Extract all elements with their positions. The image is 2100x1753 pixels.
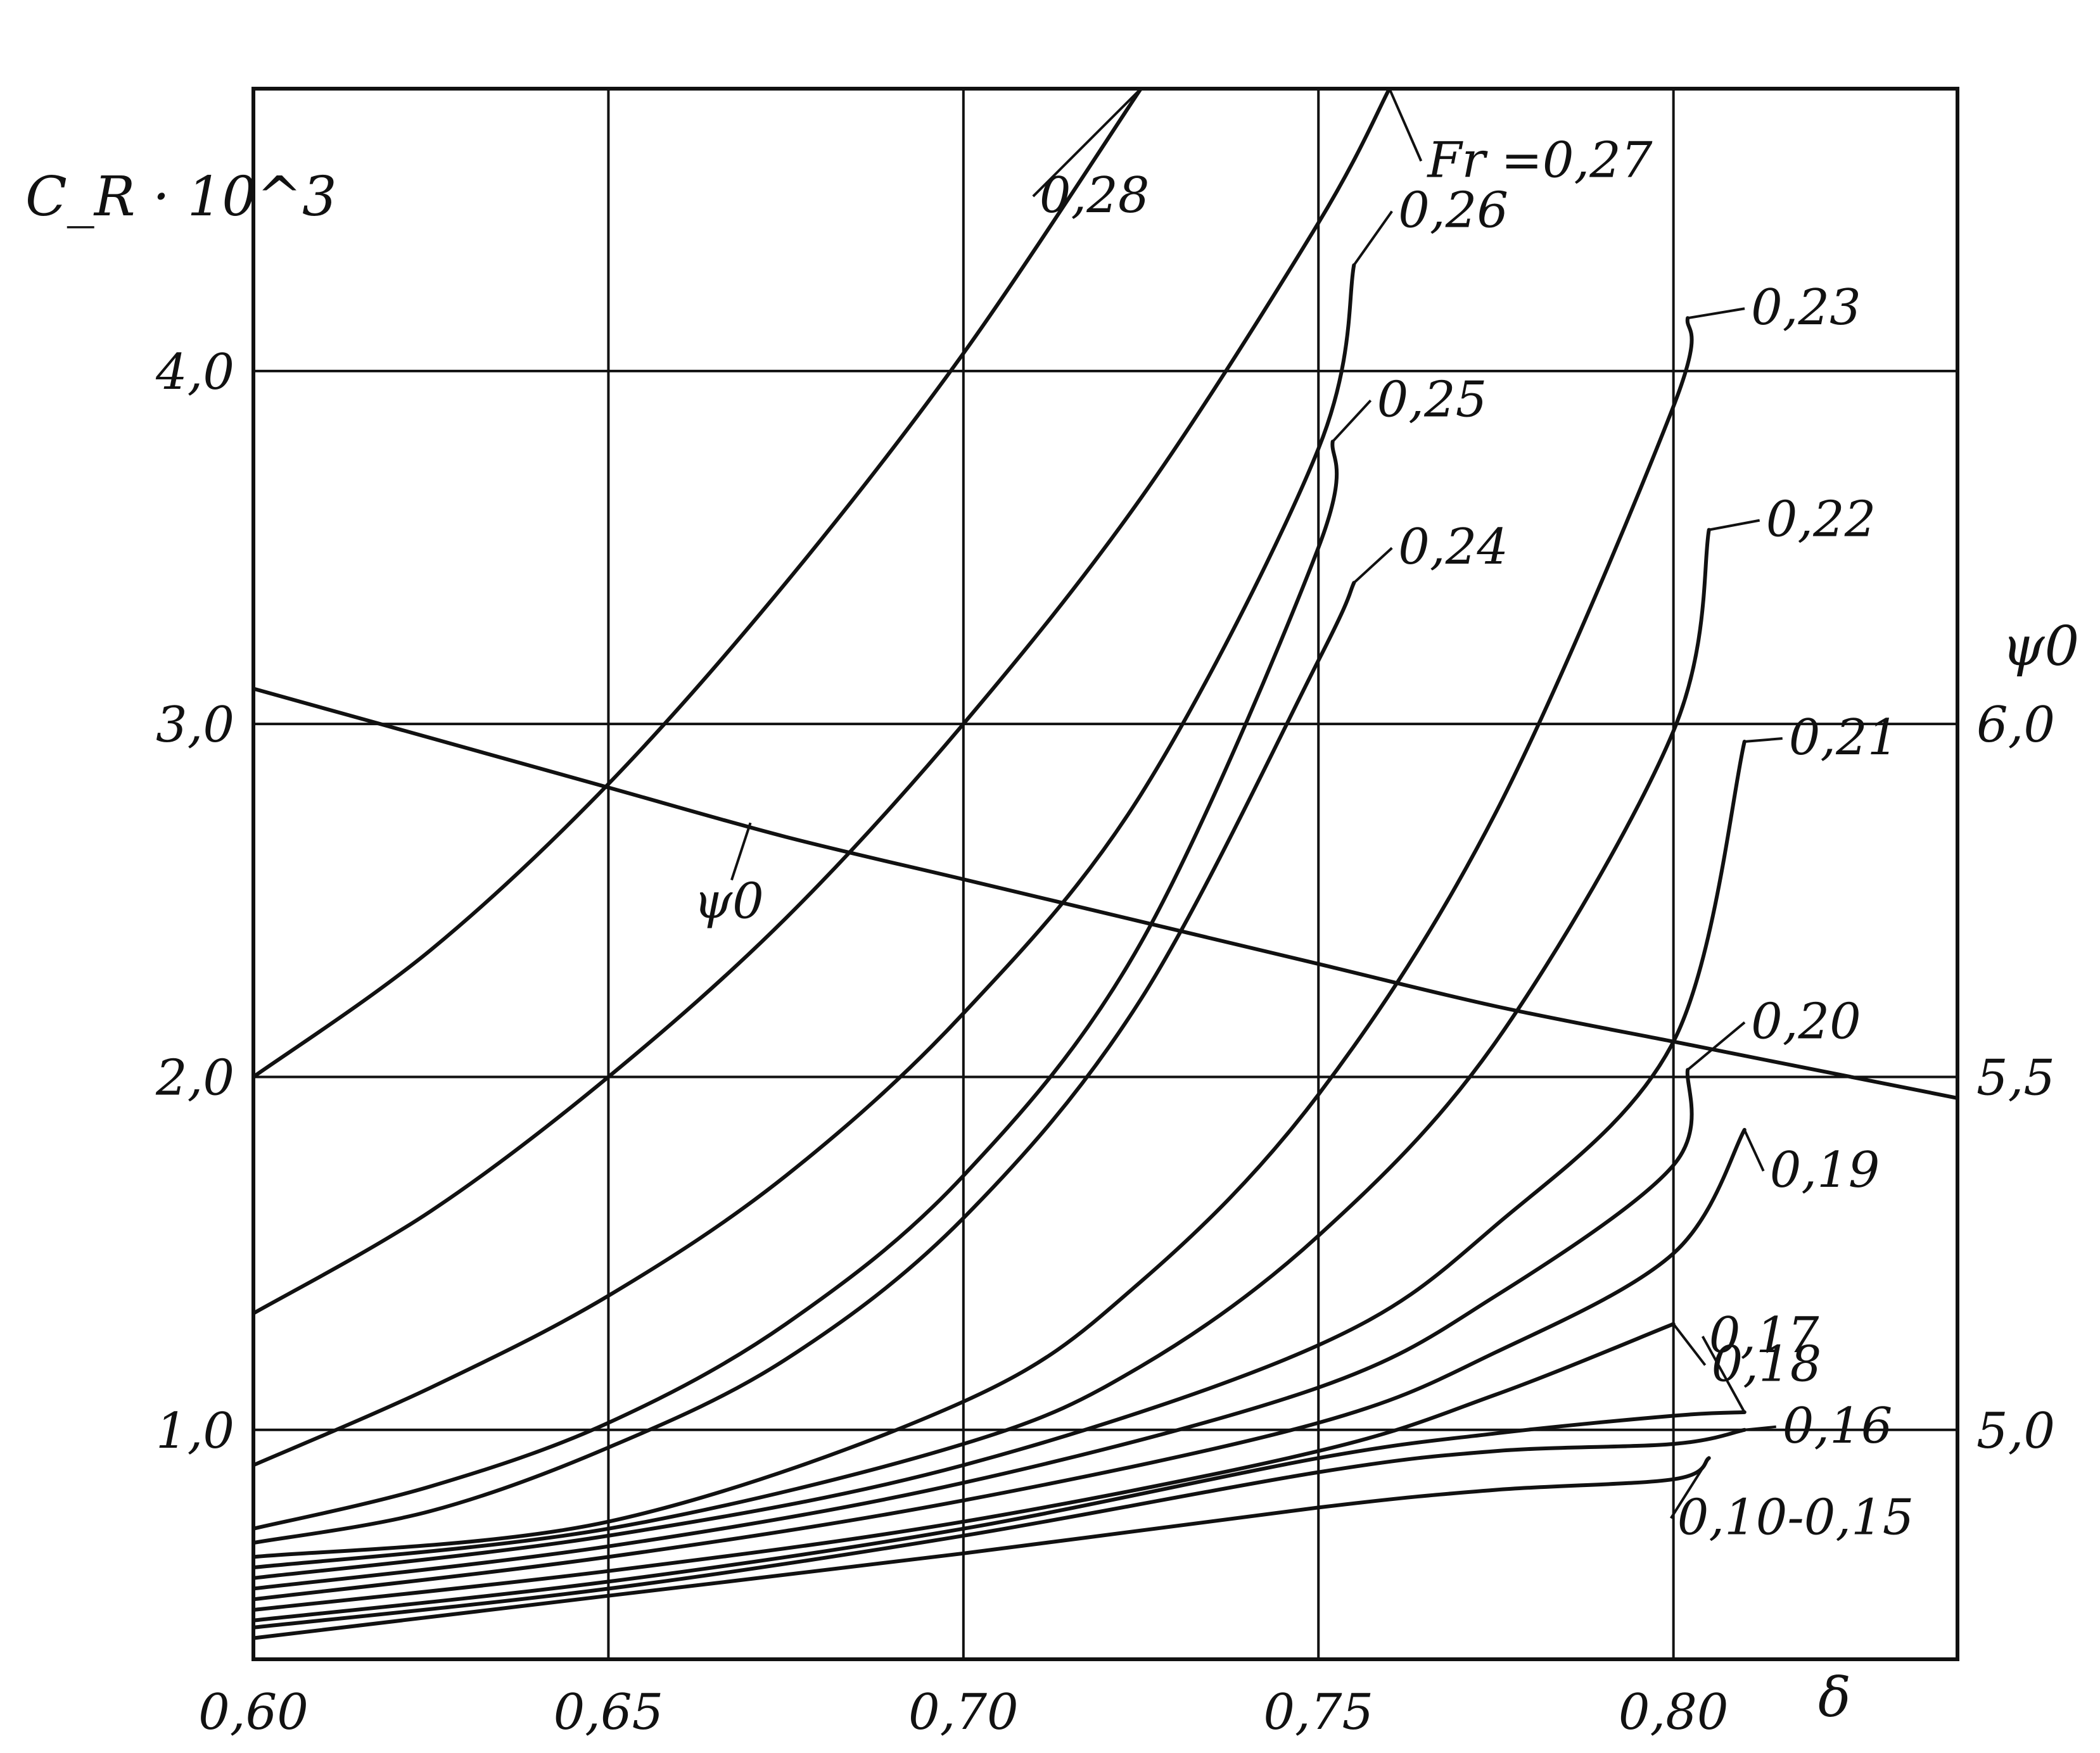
- series-label-1: Fr =0,27: [1426, 132, 1653, 189]
- series-label-8: 0,20: [1751, 993, 1861, 1050]
- series-line-13: [251, 1456, 1711, 1640]
- series-line-6: [251, 528, 1711, 1570]
- series-leader-7: [1744, 737, 1783, 744]
- series-leader-10: [1672, 1323, 1707, 1366]
- series-line-12: [251, 1427, 1747, 1630]
- series-line-1: [251, 87, 1392, 1315]
- series-line-0: [251, 87, 1143, 1079]
- series-label-9: 0,19: [1770, 1142, 1880, 1199]
- series-label-7: 0,21: [1789, 709, 1899, 766]
- y-tick-label: 2,0: [155, 1049, 234, 1106]
- series-label-12: 0,16: [1783, 1398, 1893, 1455]
- series-leader-9: [1743, 1129, 1765, 1172]
- series-leader-5: [1687, 307, 1745, 320]
- series-leader-4: [1352, 547, 1393, 584]
- y-tick-label: 4,0: [155, 344, 234, 401]
- tick-labels: 0,60 0,65 0,70 0,75 0,80 1,0 2,0 3,0 4,0 5,0 5,5 6,…: [155, 344, 2055, 1741]
- series-line-7: [251, 740, 1747, 1580]
- series-line-3: [251, 440, 1339, 1531]
- series-line-11: [251, 1410, 1747, 1623]
- series-line-4: [251, 581, 1356, 1545]
- series-leader-8: [1686, 1021, 1746, 1071]
- series-leader-0: [1032, 87, 1142, 198]
- series-label-0: 0,28: [1040, 167, 1150, 224]
- y2-tick-label: 6,0: [1976, 697, 2055, 754]
- series-line-5: [251, 316, 1694, 1559]
- x-axis-label: δ: [1818, 1666, 1851, 1730]
- series-line-10: [251, 1322, 1676, 1612]
- psi-leader: [730, 822, 752, 881]
- x-tick-label: 0,60: [198, 1684, 309, 1741]
- x-tick-label: 0,70: [908, 1684, 1019, 1741]
- series-leader-12: [1744, 1425, 1776, 1431]
- series-label-13: 0,10-0,15: [1677, 1489, 1914, 1546]
- x-tick-label: 0,80: [1619, 1684, 1729, 1741]
- y-axis-label: C_R · 10^3: [25, 165, 337, 229]
- psi-label: ψ0: [694, 873, 764, 930]
- series-leader-3: [1332, 399, 1372, 443]
- series-leader-2: [1352, 210, 1393, 266]
- plot-frame: [251, 87, 1959, 1661]
- psi-line: [251, 687, 1959, 1100]
- curve-labels: 0,28 Fr =0,270,26 0,25 0,24 0,23 0,22 0,21 0,20…: [694, 87, 1914, 1546]
- y2-axis-label: ψ0: [2002, 615, 2079, 678]
- series-line-9: [251, 1128, 1747, 1602]
- series-label-2: 0,26: [1398, 182, 1508, 239]
- series-line-2: [251, 263, 1356, 1467]
- series-label-4: 0,24: [1398, 519, 1508, 576]
- series-line-8: [251, 1068, 1694, 1591]
- series-leader-11: [1701, 1336, 1746, 1413]
- series-label-3: 0,25: [1377, 371, 1487, 428]
- series-leader-13: [1670, 1457, 1710, 1519]
- y-tick-label: 3,0: [156, 697, 234, 754]
- y2-tick-label: 5,5: [1976, 1049, 2055, 1106]
- y2-tick-label: 5,0: [1976, 1403, 2055, 1460]
- series-label-6: 0,22: [1766, 491, 1876, 548]
- series-label-11: 0,17: [1709, 1307, 1819, 1364]
- x-tick-label: 0,75: [1263, 1684, 1373, 1741]
- curves: [251, 87, 1959, 1640]
- series-leader-6: [1709, 519, 1760, 531]
- series-leader-1: [1388, 88, 1423, 162]
- y-tick-label: 1,0: [156, 1403, 234, 1460]
- series-label-5: 0,23: [1751, 279, 1861, 336]
- x-tick-label: 0,65: [554, 1684, 664, 1741]
